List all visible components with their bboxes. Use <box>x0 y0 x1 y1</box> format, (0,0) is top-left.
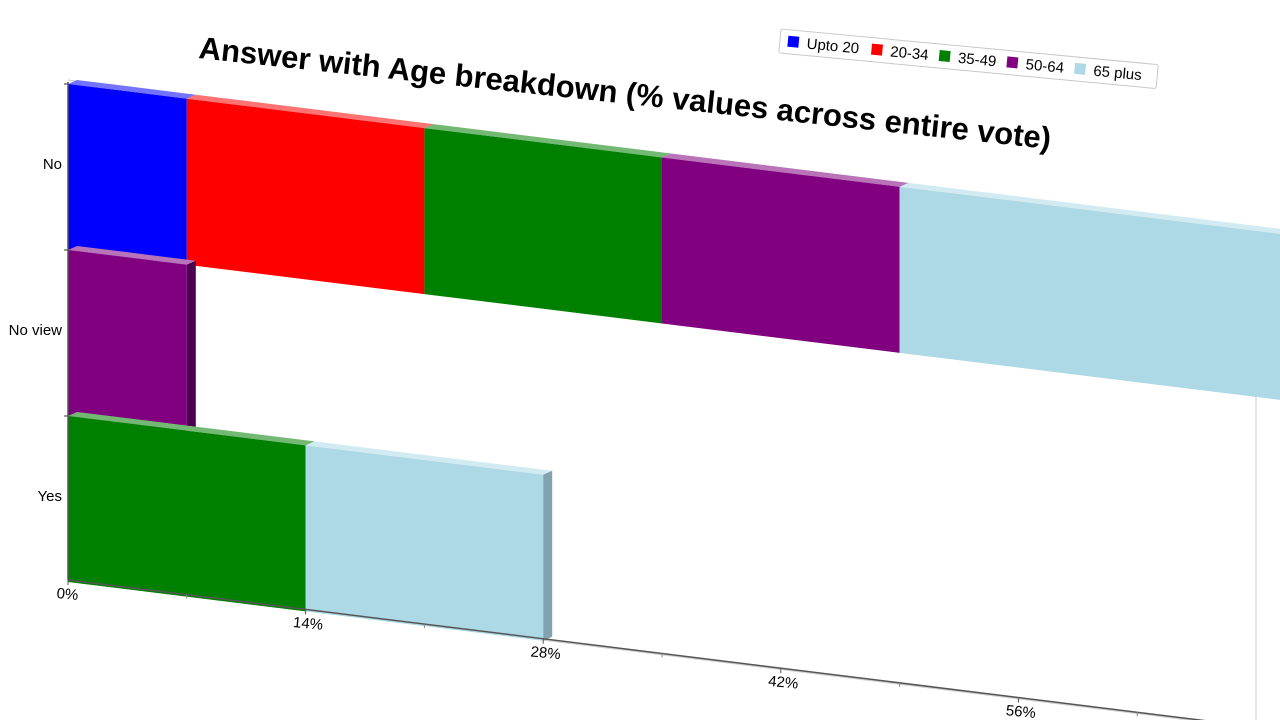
legend-label: Upto 20 <box>806 36 860 58</box>
bar-top-face <box>424 124 671 158</box>
bar-front-face <box>424 128 662 324</box>
bar-top-face <box>899 182 1280 234</box>
legend-swatch <box>1074 62 1087 75</box>
bar-front-face <box>68 250 187 431</box>
bar-yes-35-49 <box>68 412 315 612</box>
legend-label: 50-64 <box>1025 56 1065 77</box>
bar-top-face <box>68 412 315 446</box>
bar-yes-65-plus <box>305 441 553 641</box>
bar-top-face <box>68 246 196 265</box>
legend-swatch <box>1006 56 1019 69</box>
bar-top-face <box>305 441 553 475</box>
legend-swatch <box>938 50 951 63</box>
bar-no-35-49 <box>424 124 671 324</box>
legend: Upto 20 20-34 35-49 50-64 65 plus <box>778 28 1159 89</box>
legend-label: 20-34 <box>890 43 930 64</box>
bar-no-50-64 <box>662 153 909 353</box>
legend-label: 65 plus <box>1093 63 1143 84</box>
bar-front-face <box>68 84 187 265</box>
legend-group: Upto 20 20-34 35-49 50-64 65 plus <box>778 28 1159 89</box>
category-label: No <box>43 156 62 173</box>
bar-no-view-50-64 <box>68 246 196 431</box>
legend-swatch <box>787 35 800 48</box>
bar-front-face <box>186 98 425 295</box>
x-tick-label: 0% <box>56 585 79 604</box>
bar-top-face <box>186 94 434 129</box>
category-label: Yes <box>38 488 62 505</box>
bar-front-face <box>899 186 1280 400</box>
bar-no-upto-20 <box>68 80 196 265</box>
bar-side-face <box>186 260 196 431</box>
bar-front-face <box>305 445 544 641</box>
x-tick-label: 56% <box>1005 702 1037 720</box>
legend-swatch <box>870 43 883 56</box>
x-tick-label: 14% <box>292 614 324 634</box>
bar-top-face <box>662 153 909 187</box>
bar-top-face <box>68 80 196 99</box>
bar-no-20-34 <box>186 94 434 295</box>
bar-front-face <box>68 416 306 612</box>
bar-no-65-plus <box>899 182 1280 400</box>
x-tick-label: 42% <box>767 673 799 693</box>
legend-label: 35-49 <box>957 50 997 71</box>
x-tick-label: 28% <box>530 643 562 663</box>
category-label: No view <box>9 322 63 339</box>
bar-side-face <box>543 470 553 641</box>
bar-front-face <box>662 157 900 353</box>
